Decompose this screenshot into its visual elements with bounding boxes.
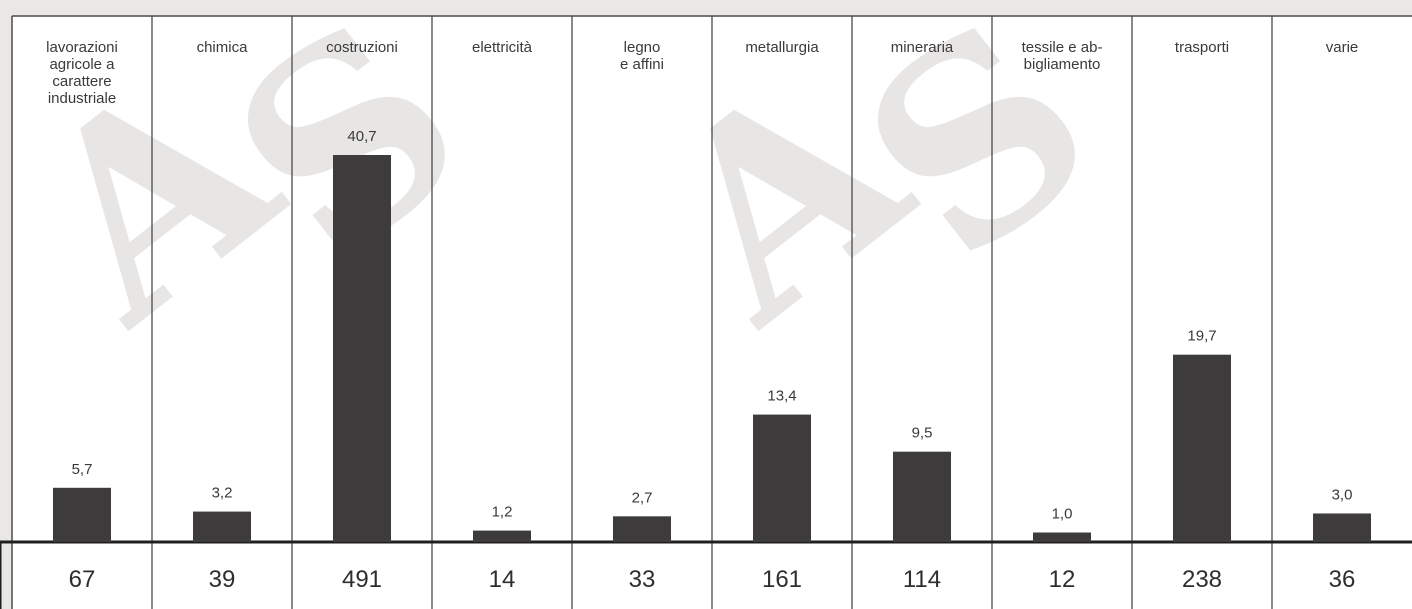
category-label: elettricità [472,39,533,56]
bar [53,488,111,542]
count-label: 114 [903,566,941,593]
count-label: 36 [1329,566,1356,593]
count-label: 12 [1049,566,1076,593]
value-label: 1,0 [1052,505,1073,522]
category-label: tessile e ab- [1022,39,1103,56]
bar [893,452,951,542]
value-label: 9,5 [912,425,933,442]
category-label: agricole a [49,56,115,73]
bar [1173,355,1231,542]
category-label: trasporti [1175,39,1229,56]
bar [1313,513,1371,542]
count-label: 67 [69,566,96,593]
count-label: 39 [209,566,236,593]
value-label: 3,2 [212,485,233,502]
bar [1033,532,1091,542]
bar [193,512,251,542]
count-label: 161 [762,566,802,593]
category-label: industriale [48,90,116,107]
category-label: carattere [52,73,111,90]
count-label: 33 [629,566,656,593]
category-label: legno [624,39,661,56]
value-label: 40,7 [347,128,376,145]
count-label: 14 [489,566,516,593]
category-label: mineraria [891,39,954,56]
value-label: 2,7 [632,489,653,506]
category-label: costruzioni [326,39,398,56]
value-label: 5,7 [72,461,93,478]
category-label: varie [1326,39,1359,56]
value-label: 1,2 [492,504,513,521]
bar [753,415,811,542]
category-label: chimica [197,39,249,56]
value-label: 13,4 [767,388,796,405]
category-label: lavorazioni [46,39,118,56]
bar [333,155,391,542]
category-label: metallurgia [745,39,819,56]
value-label: 19,7 [1187,328,1216,345]
bar [613,516,671,542]
value-label: 3,0 [1332,486,1353,503]
bar [473,531,531,542]
count-label: 491 [342,566,382,593]
category-label: bigliamento [1024,56,1101,73]
count-label: 238 [1182,566,1222,593]
category-label: e affini [620,56,664,73]
